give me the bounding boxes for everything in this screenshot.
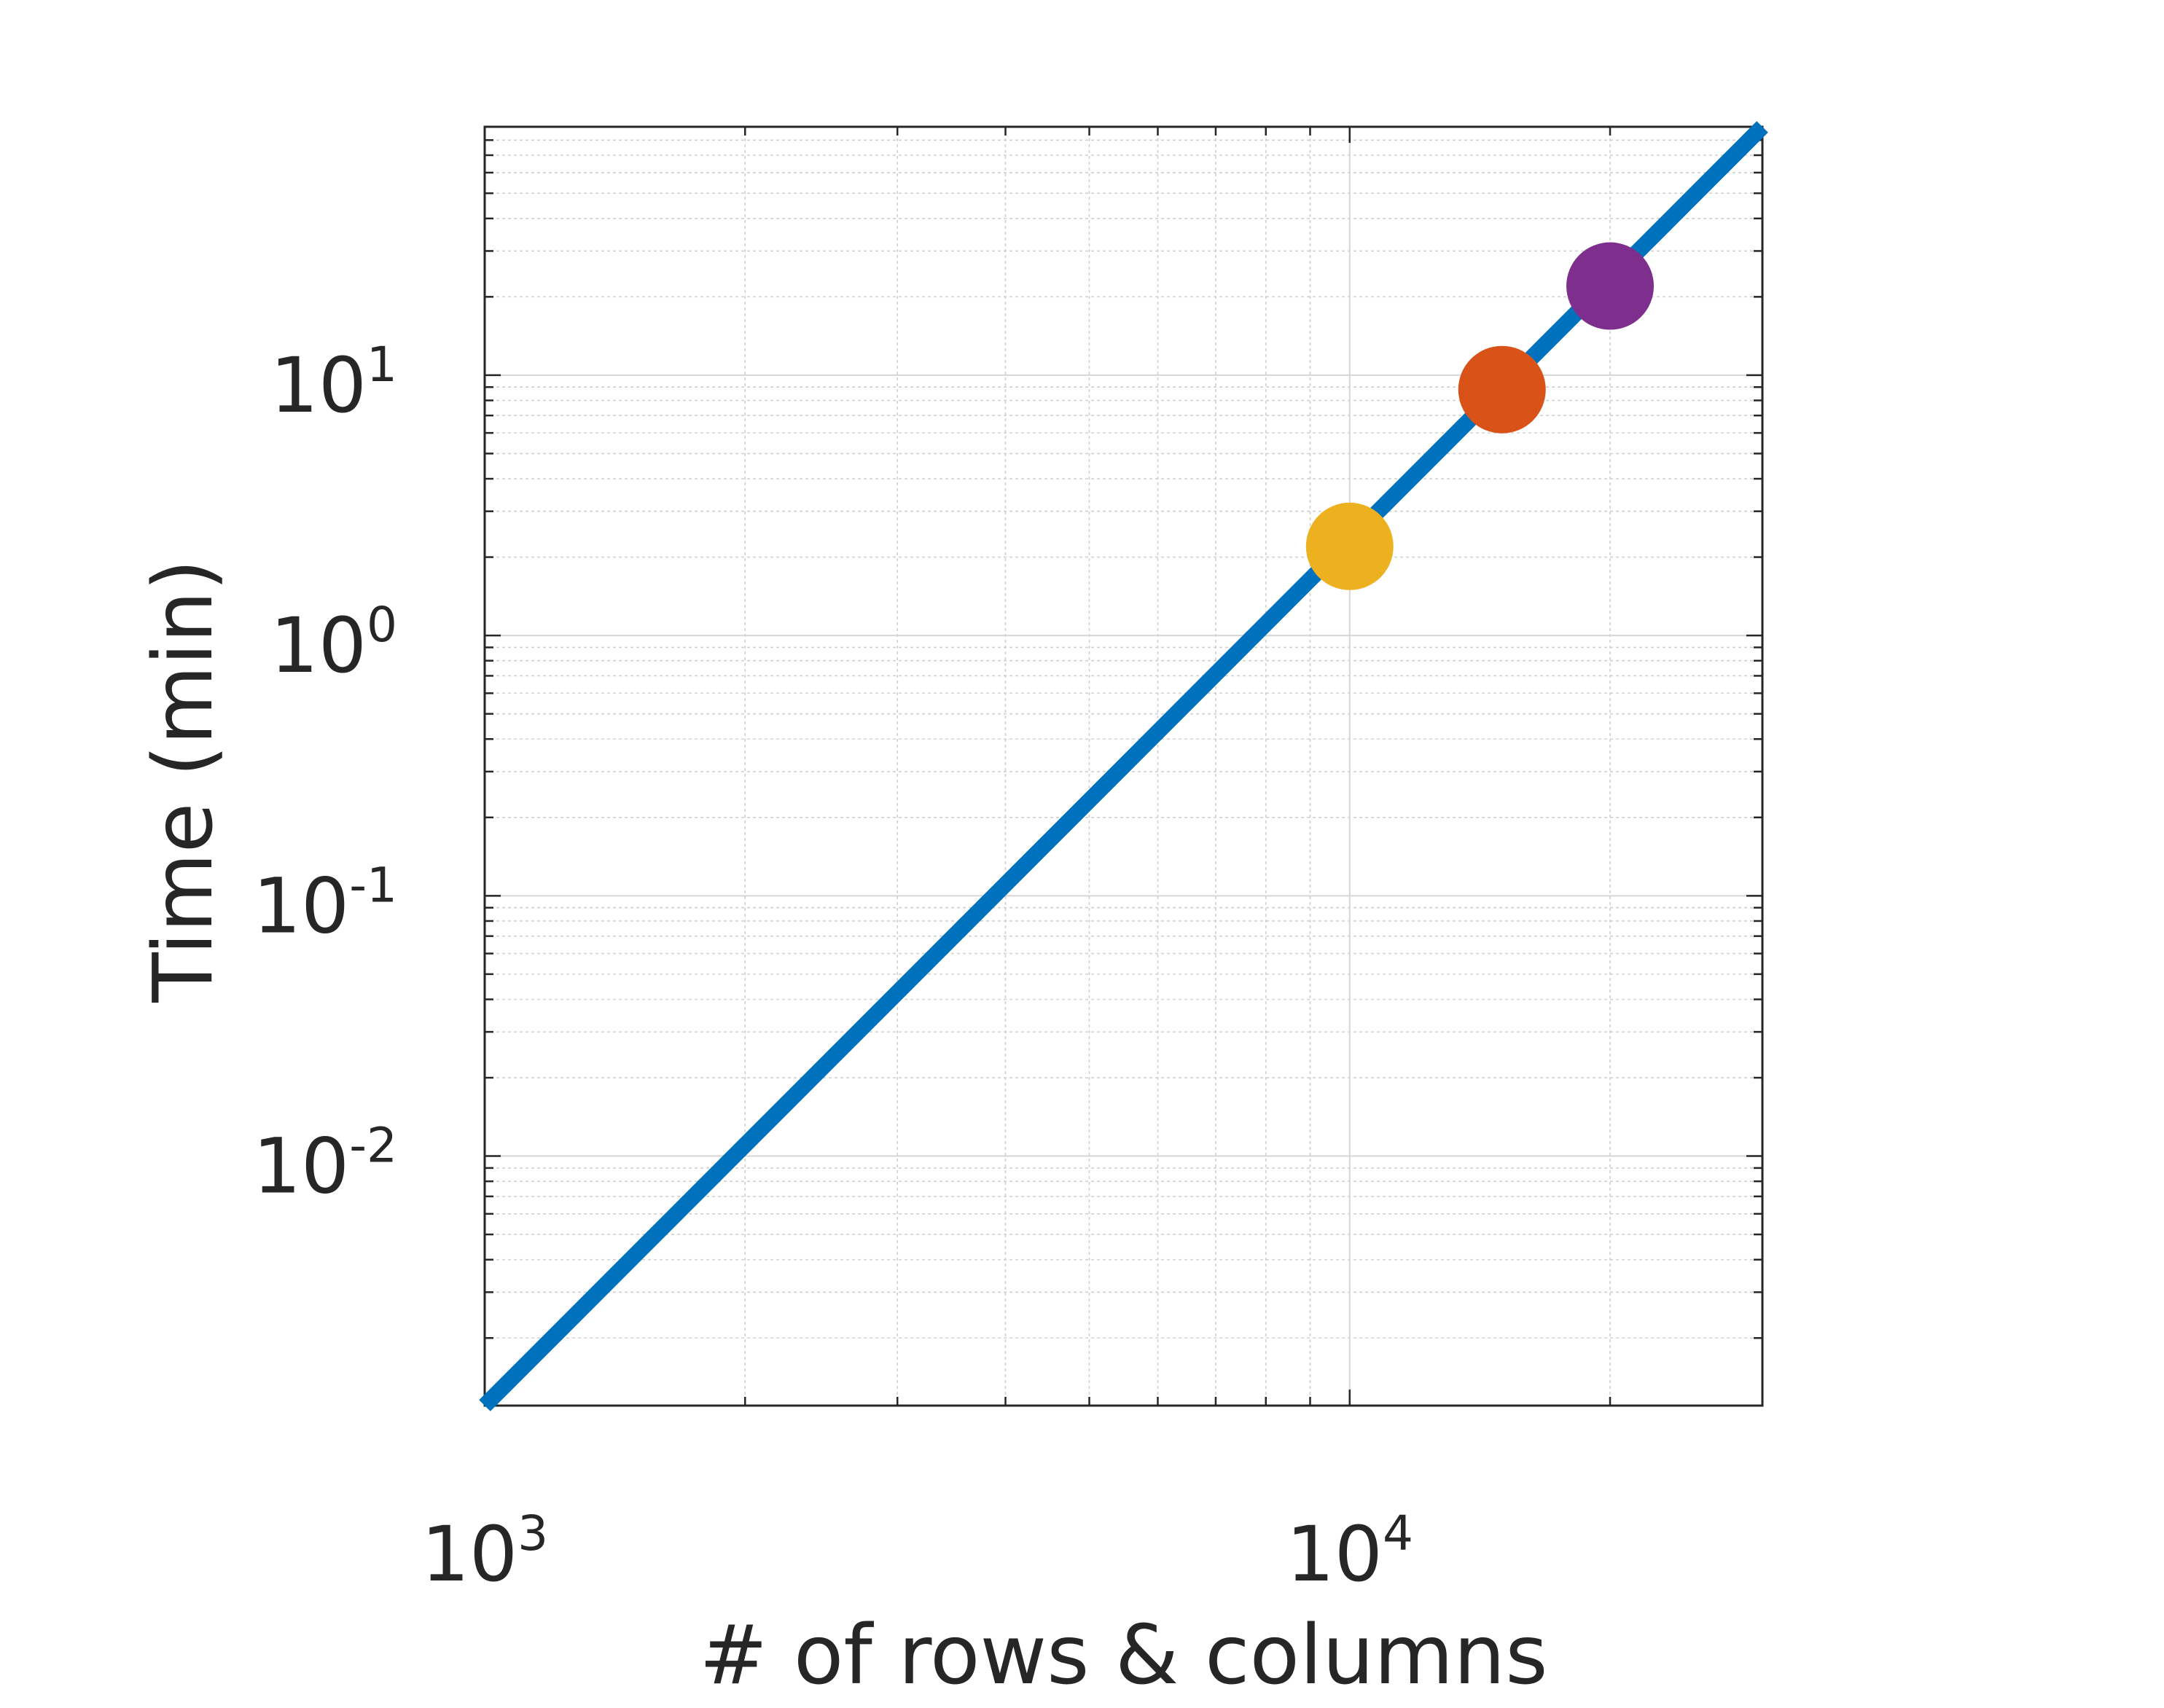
x-axis-title: # of rows & columns: [699, 1608, 1547, 1703]
y-axis-title: Time (min): [136, 559, 231, 1003]
data-point-marker: [1566, 242, 1655, 330]
y-tick-label: 100: [270, 597, 397, 690]
y-tick-label: 101: [270, 337, 397, 430]
marker-layer: [1305, 242, 1655, 590]
plot-area-frame: [483, 125, 1764, 1407]
y-tick-label: 10-2: [253, 1118, 397, 1211]
data-point-marker: [1458, 345, 1546, 434]
x-tick-label: 103: [421, 1505, 548, 1599]
series-line: [479, 121, 1768, 1411]
tick-labels: 103 104 10-2 10-1 100 101: [253, 337, 1413, 1599]
x-tick-label: 104: [1286, 1505, 1413, 1599]
y-tick-label: 10-1: [253, 857, 397, 950]
axis-ticks: [483, 125, 1764, 1406]
data-point-marker: [1305, 502, 1394, 590]
series-layer: [479, 121, 1768, 1411]
